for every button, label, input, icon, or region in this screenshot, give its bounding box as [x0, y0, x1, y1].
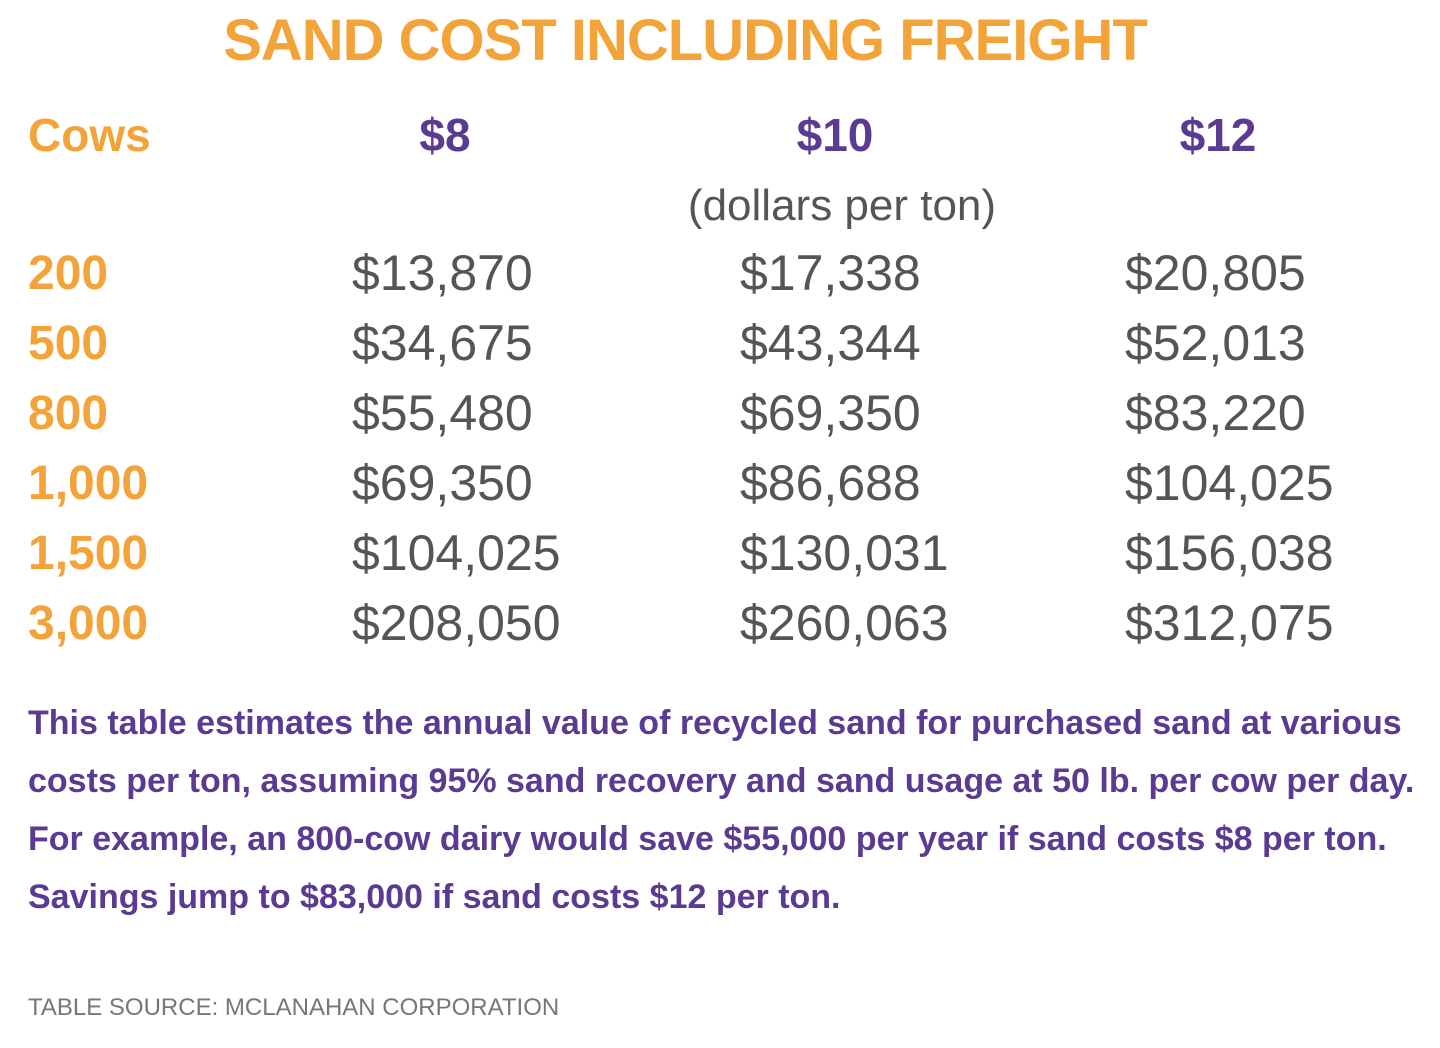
table-cell: $52,013: [1125, 315, 1306, 371]
source: TABLE SOURCE: MCLANAHAN CORPORATION: [28, 994, 560, 1021]
table-cell: $34,675: [352, 315, 533, 371]
table-cell: $130,031: [740, 525, 949, 581]
column-header: $10: [796, 109, 874, 161]
row-label: 200: [28, 247, 109, 300]
column-header: $12: [1179, 109, 1257, 161]
row-label: 3,000: [28, 597, 149, 650]
table-cell: $156,038: [1125, 525, 1334, 581]
table-cell: $17,338: [740, 245, 921, 301]
table-cell: $83,220: [1125, 385, 1306, 441]
table-cell: $312,075: [1125, 595, 1334, 651]
table-cell: $208,050: [352, 595, 561, 651]
row-label: 1,000: [28, 457, 149, 510]
table-cell: $104,025: [352, 525, 561, 581]
table-cell: $13,870: [352, 245, 533, 301]
column-header: Cows: [28, 109, 151, 161]
row-label: 800: [28, 387, 109, 440]
note: This table estimates the annual value of…: [28, 704, 1415, 916]
table-cell: $86,688: [740, 455, 921, 511]
row-label: 500: [28, 317, 109, 370]
row-label: 1,500: [28, 527, 149, 580]
table-cell: $260,063: [740, 595, 949, 651]
table-cell: $20,805: [1125, 245, 1306, 301]
table-cell: $43,344: [740, 315, 921, 371]
table-cell: $69,350: [352, 455, 533, 511]
column-header: $8: [419, 109, 471, 161]
table-cell: $104,025: [1125, 455, 1334, 511]
table-cell: $55,480: [352, 385, 533, 441]
title: SAND COST INCLUDING FREIGHT: [223, 8, 1148, 73]
table-cell: $69,350: [740, 385, 921, 441]
units-subheader: (dollars per ton): [687, 181, 997, 230]
